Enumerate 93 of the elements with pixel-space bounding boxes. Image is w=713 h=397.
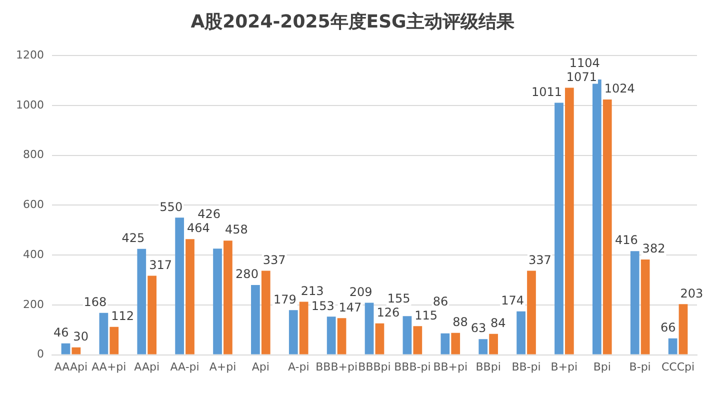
y-tick-label: 200 (22, 298, 44, 311)
x-tick-label: CCCpi (661, 360, 695, 374)
bar (678, 304, 688, 354)
bar (413, 326, 422, 354)
data-label: 280 (236, 267, 258, 282)
x-tick-label: BBB-pi (394, 360, 431, 374)
bar (668, 338, 678, 354)
data-label: 1024 (604, 82, 635, 96)
x-tick-label: AA+pi (92, 360, 126, 374)
bar (337, 318, 346, 354)
x-tick-label: AA-pi (170, 360, 200, 374)
x-tick-label: BBBpi (358, 360, 391, 374)
bar (554, 102, 564, 354)
data-label: 464 (187, 221, 210, 236)
y-tick-label: 1000 (16, 98, 44, 112)
bar (148, 276, 156, 354)
bar (110, 326, 119, 354)
x-tick-label: A+pi (209, 360, 236, 374)
data-label: 115 (414, 308, 438, 322)
data-label: 382 (642, 242, 666, 256)
bar (261, 270, 270, 354)
data-label: 174 (501, 294, 524, 308)
data-label: 84 (490, 316, 506, 330)
data-label: 317 (149, 258, 172, 272)
bar (489, 334, 498, 354)
data-label: 86 (432, 294, 448, 308)
x-tick-label: AAApi (54, 360, 88, 374)
bar (251, 284, 260, 354)
data-label: 458 (224, 222, 248, 237)
y-tick-label: 1200 (16, 48, 44, 62)
bar (213, 248, 222, 354)
y-tick-label: 600 (22, 198, 44, 212)
bar (440, 333, 450, 354)
bar (364, 302, 374, 354)
data-label: 550 (160, 200, 183, 214)
bar (592, 80, 602, 354)
x-tick-label: BBB+pi (316, 360, 358, 374)
data-label: 88 (452, 314, 468, 329)
data-label: 30 (73, 329, 88, 344)
bar (72, 347, 81, 354)
bar (564, 88, 574, 354)
data-label: 112 (111, 309, 134, 323)
bar (451, 332, 460, 354)
x-tick-label: Api (252, 360, 270, 374)
x-tick-label: BB-pi (512, 360, 541, 374)
bar (630, 251, 640, 354)
bar (288, 310, 298, 354)
data-label: 168 (84, 295, 107, 310)
bar (299, 302, 308, 354)
x-tick-label: AApi (134, 360, 160, 374)
y-tick-label: 400 (22, 248, 44, 261)
x-tick-label: BB+pi (433, 360, 468, 374)
bar (61, 343, 70, 354)
data-label: 66 (660, 320, 676, 334)
chart-title: A股2024-2025年度ESG主动评级结果 (190, 11, 516, 32)
x-tick-label: BBpi (476, 360, 501, 374)
bar (224, 240, 232, 354)
x-tick-label: Bpi (593, 360, 611, 374)
bar (375, 323, 384, 354)
data-label: 209 (349, 284, 372, 299)
y-tick-label: 800 (22, 148, 44, 162)
data-label: 126 (376, 306, 400, 320)
bar (326, 316, 336, 354)
data-label: 153 (311, 298, 334, 313)
data-label: 416 (614, 233, 638, 248)
data-label: 63 (470, 321, 486, 336)
bar (402, 316, 412, 354)
bar (186, 239, 194, 354)
data-label: 337 (262, 252, 286, 267)
data-label: 46 (53, 325, 69, 340)
bar (137, 248, 146, 354)
bar (516, 311, 526, 354)
bar (175, 218, 184, 354)
data-label: 213 (300, 284, 324, 298)
data-label: 147 (338, 300, 362, 314)
x-tick-label: B+pi (550, 360, 578, 374)
bar (527, 270, 536, 354)
bar (99, 312, 108, 354)
data-label: 425 (122, 230, 145, 245)
bar (640, 260, 650, 354)
data-label: 203 (680, 286, 704, 300)
x-tick-label: A-pi (288, 360, 310, 374)
data-label: 426 (198, 207, 221, 222)
bar (478, 339, 488, 354)
data-label: 1011 (531, 84, 562, 99)
data-label: 1104 (569, 56, 600, 70)
y-tick-label: 0 (36, 348, 44, 361)
bar (602, 99, 612, 354)
x-tick-label: B-pi (629, 360, 651, 374)
data-label: 179 (273, 292, 296, 306)
data-label: 337 (528, 252, 552, 267)
data-label: 1071 (566, 70, 597, 84)
data-label: 155 (387, 292, 410, 306)
